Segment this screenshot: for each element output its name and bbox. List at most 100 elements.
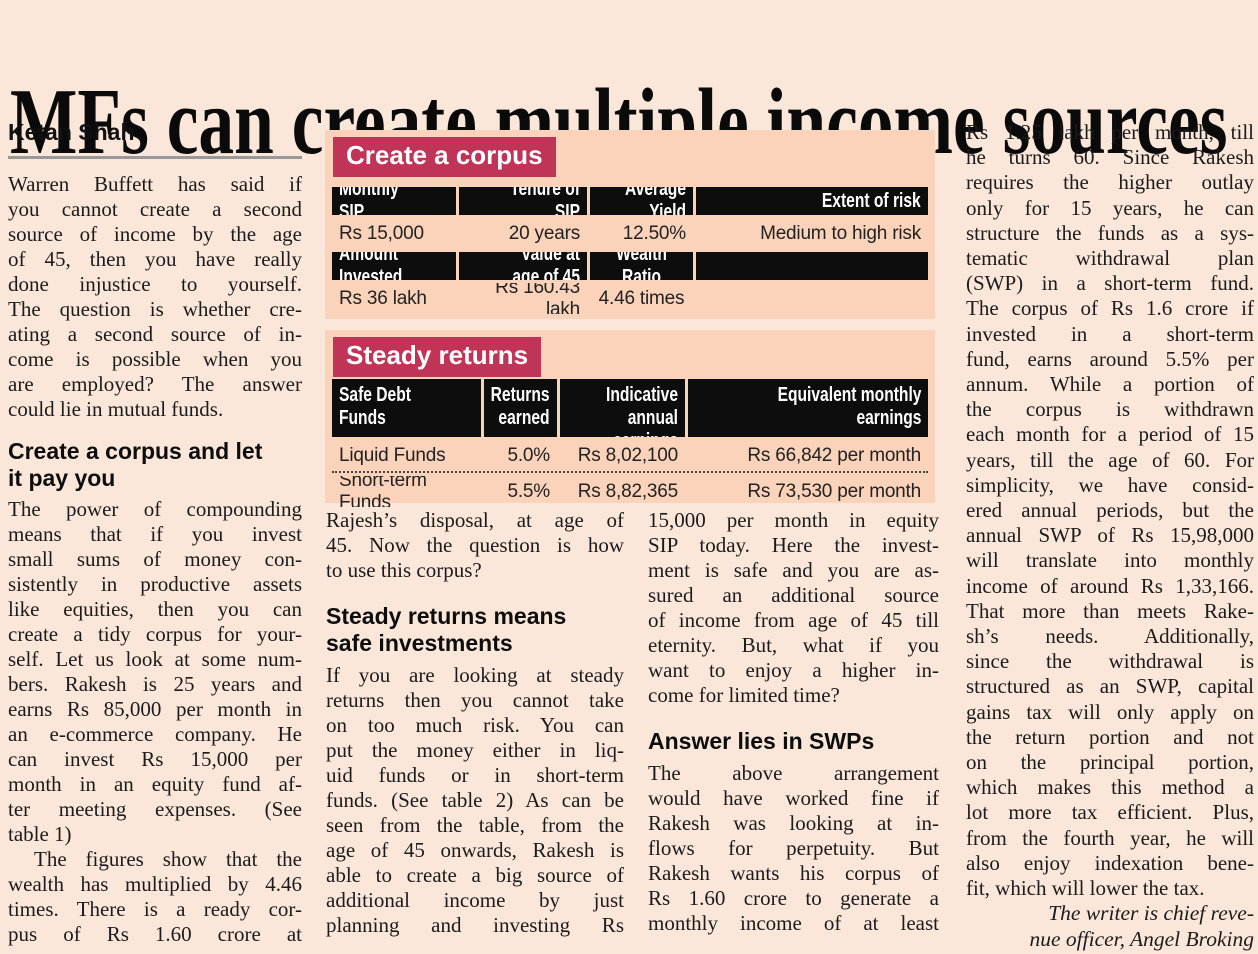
- body-text-line: on too much risk. You can: [326, 713, 624, 737]
- body-text-line: age of 45 onwards, Rakesh is: [326, 838, 624, 862]
- cell-text: Amount Invested: [339, 252, 403, 280]
- body-text-line: The figures show that the: [34, 847, 302, 871]
- body-text-line: an e-commerce company. He: [8, 722, 302, 746]
- cell-text: Rs 15,000: [339, 222, 424, 244]
- data-cell: 5.0%: [484, 440, 557, 471]
- table-title-badge: Create a corpus: [333, 137, 556, 177]
- column-header-cell: Amount Invested: [332, 252, 456, 280]
- body-text-line: pus of Rs 1.60 crore at: [8, 922, 302, 946]
- column-text-3: 15,000 per month in equity SIP today. Her…: [648, 508, 939, 936]
- text-block-heading: Create a corpus and let it pay you: [8, 438, 302, 492]
- article-column-2: Rajesh’s disposal, at age of 45. Now the …: [326, 508, 624, 938]
- credit-line: The writer is chief reve-: [1048, 901, 1254, 926]
- body-text-line: Rakesh was looking at in-: [648, 811, 939, 835]
- cell-text: Average Yield: [625, 187, 686, 215]
- cell-text: 5.0%: [507, 444, 550, 466]
- table-header-row: Safe Debt Funds Returns earned Indicative …: [332, 379, 928, 437]
- text-block-paragraph: Warren Buffett has said if you cannot cre…: [8, 172, 302, 422]
- body-text-line: seen from the table, from the: [326, 813, 624, 837]
- text-block-heading: Answer lies in SWPs: [648, 728, 939, 755]
- body-text-line: since the withdrawal is: [966, 649, 1254, 674]
- table-data-row: Short-term Funds 5.5% Rs 8,82,365 Rs 73,530…: [332, 476, 928, 507]
- data-cell: 12.50%: [590, 218, 693, 249]
- data-cell: Medium to high risk: [696, 218, 928, 249]
- article-column-1: Ketan Shah Warren Buffett has said if you…: [8, 120, 302, 947]
- cell-text: 12.50%: [622, 222, 686, 244]
- data-cell: Rs 66,842 per month: [688, 440, 928, 471]
- body-text-line: will translate into monthly: [966, 548, 1254, 573]
- body-text-line: gains tax will only apply on: [966, 699, 1254, 724]
- body-text-line: That more than meets Rake-: [966, 598, 1254, 623]
- cell-text: Rs 66,842 per month: [747, 444, 921, 466]
- column-header-cell: Wealth Ratio: [590, 252, 693, 280]
- body-text-line: funds. (See table 2) As can be: [326, 788, 624, 812]
- body-text-line: want to enjoy a higher in-: [648, 658, 939, 682]
- body-text-line: put the money either in liq-: [326, 738, 624, 762]
- column-header-cell: Indicative annual earnings: [560, 379, 685, 437]
- column-header-cell: Returns earned: [484, 379, 557, 437]
- cell-text: Value at age of 45: [512, 252, 580, 280]
- body-text-line: done injustice to yourself.: [8, 272, 302, 296]
- body-text-line: fit, which will lower the tax.: [966, 876, 1205, 901]
- body-text-line: sured an additional source: [648, 583, 939, 607]
- section-heading-line: Create a corpus and let: [8, 438, 263, 464]
- body-text-line: are employed? The answer: [8, 372, 302, 396]
- cell-text: Rs 160.43 lakh: [495, 283, 580, 314]
- body-text-line: planning and investing Rs: [326, 913, 624, 937]
- body-text-line: only for 15 years, he can: [966, 195, 1254, 220]
- body-text-line: each month for a period of 15: [966, 422, 1254, 447]
- body-text-line: returns then you cannot take: [326, 688, 624, 712]
- table-header-row: Monthly SIP Tenure of SIP Average Yield Ext…: [332, 187, 928, 215]
- body-text-line: able to create a big source of: [326, 863, 624, 887]
- body-text-line: also enjoy indexation bene-: [966, 850, 1254, 875]
- section-heading-line: it pay you: [8, 465, 116, 491]
- text-block-heading: Steady returns means safe investments: [326, 603, 624, 657]
- credit-line: nue officer, Angel Broking: [1029, 926, 1254, 951]
- body-text-line: The power of compounding: [8, 497, 302, 521]
- body-text-line: 45. Now the question is how: [326, 533, 624, 557]
- body-text-line: income of around Rs 1,33,166.: [966, 573, 1254, 598]
- column-text-1: Warren Buffett has said if you cannot cre…: [8, 172, 302, 947]
- body-text-line: come for limited time?: [648, 683, 840, 707]
- body-text-line: The question is whether cre-: [8, 297, 302, 321]
- column-header-cell: Monthly SIP: [332, 187, 456, 215]
- text-block-credit: The writer is chief reve-nue officer, An…: [966, 901, 1254, 951]
- cell-text: Returns earned: [491, 384, 550, 429]
- table-data-row: Liquid Funds 5.0% Rs 8,02,100 Rs 66,842 per…: [332, 440, 928, 473]
- article-column-3: 15,000 per month in equity SIP today. Her…: [648, 508, 939, 936]
- text-block-paragraph: 15,000 per month in equity SIP today. Her…: [648, 508, 939, 708]
- body-text-line: Rakesh wants his corpus of: [648, 861, 939, 885]
- data-cell: 20 years: [459, 218, 587, 249]
- table-title-badge: Steady returns: [333, 337, 542, 377]
- text-block-paragraph: Rajesh’s disposal, at age of 45. Now the …: [326, 508, 624, 583]
- data-cell: Liquid Funds: [332, 440, 481, 471]
- body-text-line: sh’s needs. Additionally,: [966, 624, 1254, 649]
- cell-text: Equivalent monthly earnings: [777, 384, 921, 429]
- cell-text: Rs 36 lakh: [339, 287, 427, 309]
- article-column-4: Rs 1.25 lakh per month, till he turns 60.…: [966, 120, 1254, 952]
- body-text-line: years, till the age of 60. For: [966, 447, 1254, 472]
- body-text-line: The corpus of Rs 1.6 crore if: [966, 296, 1254, 321]
- body-text-line: to use this corpus?: [326, 558, 482, 582]
- body-text-line: The above arrangement: [648, 761, 939, 785]
- body-text-line: structure the funds as a sys-: [966, 220, 1254, 245]
- body-text-line: the corpus is withdrawn: [966, 397, 1254, 422]
- body-text-line: table 1): [8, 822, 72, 846]
- table-data-row: Rs 15,000 20 years 12.50% Medium to high ri…: [332, 218, 928, 249]
- body-text-line: structured as an SWP, capital: [966, 674, 1254, 699]
- body-text-line: which makes this method a: [966, 775, 1254, 800]
- body-text-line: flows for perpetuity. But: [648, 836, 939, 860]
- body-text-line: monthly income of at least: [648, 911, 939, 935]
- body-text-line: create a tidy corpus for your-: [8, 622, 302, 646]
- table-rows: Monthly SIP Tenure of SIP Average Yield Ext…: [332, 187, 928, 317]
- body-text-line: you cannot create a second: [8, 197, 302, 221]
- body-text-line: simplicity, we have consid-: [966, 472, 1254, 497]
- byline: Ketan Shah: [8, 119, 135, 145]
- body-text-line: would have worked fine if: [648, 786, 939, 810]
- body-text-line: 15,000 per month in equity: [648, 508, 939, 532]
- column-text-4: Rs 1.25 lakh per month, till he turns 60.…: [966, 120, 1254, 952]
- data-cell: Rs 36 lakh: [332, 283, 456, 314]
- data-cell: Rs 15,000: [332, 218, 456, 249]
- table-steady-returns: Steady returns Safe Debt Funds Returns ea…: [325, 330, 935, 507]
